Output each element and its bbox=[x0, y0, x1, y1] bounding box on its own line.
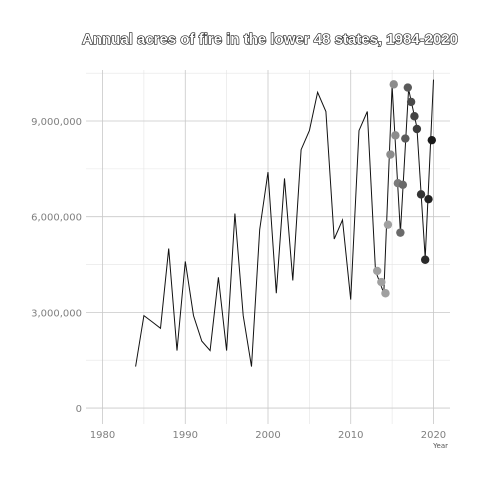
data-point bbox=[403, 83, 413, 92]
x-tick-label: 2010 bbox=[338, 430, 363, 441]
highlight-points bbox=[373, 80, 436, 298]
data-point bbox=[377, 277, 386, 287]
data-point bbox=[420, 255, 430, 264]
data-point bbox=[412, 124, 422, 134]
y-tick-label: 0 bbox=[76, 404, 82, 415]
chart-title: Annual acres of fire in the lower 48 sta… bbox=[82, 31, 458, 48]
data-point bbox=[391, 131, 400, 140]
grid bbox=[86, 70, 450, 424]
data-point bbox=[389, 80, 398, 89]
data-point bbox=[401, 134, 410, 143]
x-tick-label: 1980 bbox=[90, 430, 115, 441]
data-point bbox=[396, 228, 405, 237]
y-axis-ticks: 0 3,000,000 6,000,000 9,000,000 bbox=[31, 117, 82, 415]
y-tick-label: 9,000,000 bbox=[31, 117, 82, 128]
data-point bbox=[416, 190, 426, 199]
data-point bbox=[427, 135, 436, 145]
x-axis-ticks: 1980 1990 2000 2010 2020 bbox=[90, 430, 446, 441]
data-point bbox=[424, 194, 433, 204]
data-point bbox=[410, 112, 419, 121]
data-point bbox=[373, 266, 382, 276]
data-point bbox=[381, 289, 390, 298]
x-tick-label: 2020 bbox=[421, 430, 446, 441]
data-point bbox=[383, 220, 393, 229]
x-tick-label: 2000 bbox=[255, 430, 280, 441]
x-tick-label: 1990 bbox=[173, 430, 198, 441]
data-point bbox=[386, 150, 395, 159]
y-tick-label: 6,000,000 bbox=[31, 213, 82, 224]
data-point bbox=[406, 97, 416, 107]
x-axis-label: Year bbox=[432, 442, 448, 450]
y-tick-label: 3,000,000 bbox=[31, 308, 82, 319]
data-point bbox=[398, 180, 408, 190]
